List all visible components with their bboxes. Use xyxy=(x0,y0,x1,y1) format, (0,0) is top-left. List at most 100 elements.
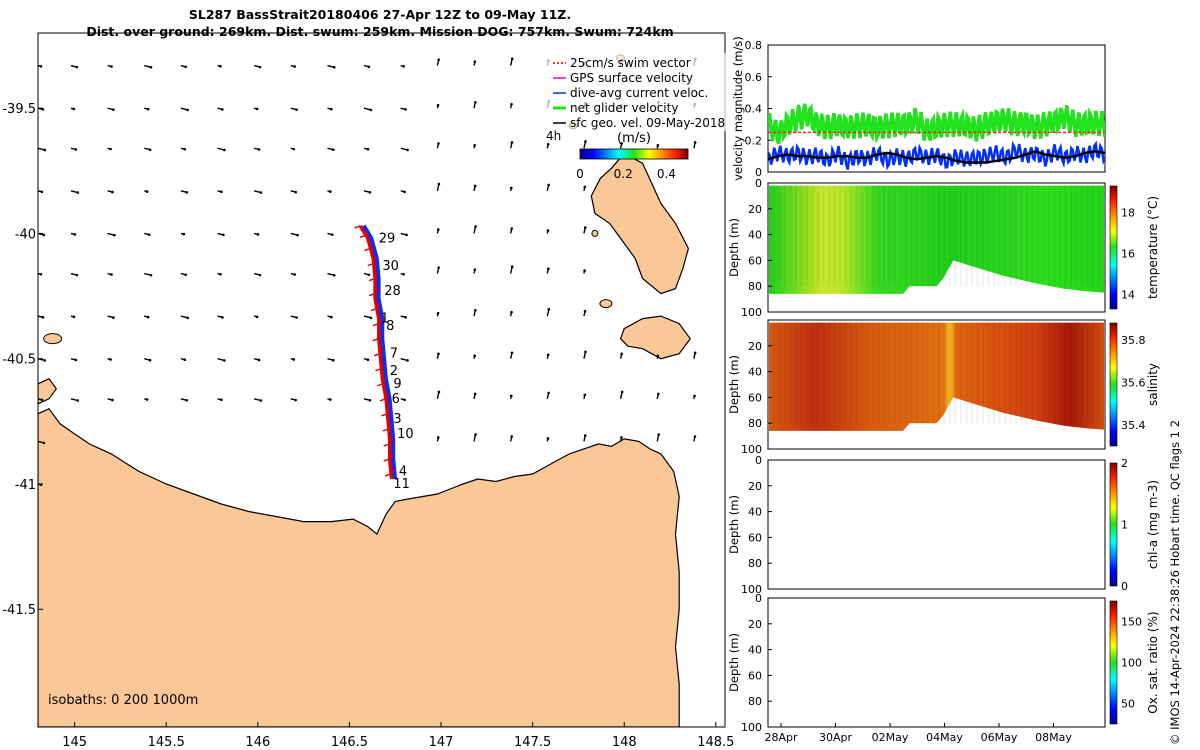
swim-vector xyxy=(386,408,392,412)
velocity-vector-head xyxy=(74,358,78,362)
y-tick-label: -40.5 xyxy=(2,353,36,368)
x-tick-label: 145.5 xyxy=(148,735,185,750)
velocity-vector-head xyxy=(72,107,76,111)
day-label: 3 xyxy=(393,412,401,427)
swim-vector xyxy=(387,433,390,437)
legend-label: net glider velocity xyxy=(570,101,678,115)
x-tick-label: 145 xyxy=(62,735,87,750)
swim-vector xyxy=(368,277,376,282)
y-tick-label: 0 xyxy=(755,177,762,190)
colorbar-tick-label: 35.8 xyxy=(1121,334,1146,347)
velocity-series-line xyxy=(768,103,1105,145)
y-tick-label: 80 xyxy=(748,557,762,570)
velocity-vector-head xyxy=(74,148,78,151)
velocity-vector-head xyxy=(474,308,477,312)
colorbar xyxy=(1109,600,1118,725)
swim-vector xyxy=(378,358,382,362)
velocity-vector-head xyxy=(473,60,477,63)
velocity-vector-head xyxy=(584,350,587,354)
y-tick-label: 80 xyxy=(748,280,762,293)
y-tick-label: 40 xyxy=(748,644,762,657)
legend-label: dive-avg current veloc. xyxy=(570,86,708,100)
swim-vector xyxy=(384,393,390,397)
velocity-vector-head xyxy=(112,108,115,111)
velocity-vector-head xyxy=(219,272,222,276)
velocity-vector-head xyxy=(436,228,440,231)
velocity-vector-head xyxy=(223,148,226,152)
velocity-vector-head xyxy=(146,315,150,319)
colorbar-label: chl-a (mg m-3) xyxy=(1146,480,1160,569)
velocity-vector-head xyxy=(474,225,477,228)
velocity-vector-head xyxy=(437,266,440,269)
velocity-vector-head xyxy=(331,233,334,236)
velocity-vector-head xyxy=(255,315,259,319)
velocity-vector-head xyxy=(332,273,336,277)
y-tick-label: 20 xyxy=(748,340,762,353)
colorbar-tick-label: 100 xyxy=(1121,657,1142,670)
y-axis-label: Depth (m) xyxy=(727,355,741,414)
velocity-vector-head xyxy=(76,399,80,402)
swim-vector xyxy=(380,363,386,367)
island xyxy=(38,377,58,405)
flinders-island xyxy=(590,152,690,295)
colorbar xyxy=(1109,185,1118,310)
x-tick-label: 28Apr xyxy=(764,731,798,744)
day-label: 9 xyxy=(393,377,401,392)
velocity-vector-head xyxy=(546,437,550,440)
velocity-vector-head xyxy=(292,147,296,151)
swim-vector xyxy=(376,313,379,316)
swim-vector xyxy=(374,287,380,292)
colorbar-tick-label: 2 xyxy=(1121,457,1128,470)
tasmania-landmass xyxy=(38,408,680,727)
velocity-vector-head xyxy=(473,268,477,271)
velocity-vector-head xyxy=(583,393,587,397)
velocity-vector-head xyxy=(255,107,259,111)
velocity-vector-head xyxy=(693,141,697,144)
x-tick-label: 04May xyxy=(926,731,963,744)
day-label: 10 xyxy=(397,427,414,442)
velocity-vector-head xyxy=(406,359,409,362)
velocity-vector-head xyxy=(583,434,587,437)
velocity-vector-head xyxy=(330,107,333,111)
map-frame xyxy=(37,32,726,728)
colorbar-tick-label: 35.4 xyxy=(1121,419,1146,432)
swim-vector xyxy=(384,473,392,477)
velocity-vector-head xyxy=(149,273,153,277)
colorbar-label: Ox. sat. ratio (%) xyxy=(1146,611,1160,713)
velocity-vector-head xyxy=(292,358,296,361)
swim-vector xyxy=(373,298,376,301)
small-island xyxy=(43,333,63,345)
velocity-vector-head xyxy=(76,191,80,194)
swim-vector xyxy=(368,242,374,247)
velocity-vector-head xyxy=(583,309,587,313)
depth-section-panel: 20 40 60 80 100 Depth (m) 35.4 35.6 35.8 salinity xyxy=(727,319,1160,456)
velocity-vector-head xyxy=(547,267,550,270)
swim-vector xyxy=(384,403,388,407)
section-frame xyxy=(767,459,1106,590)
swim-vector xyxy=(372,268,375,271)
x-tick-label: 147 xyxy=(429,735,454,750)
colorbar-label: temperature (°C) xyxy=(1146,196,1160,299)
velocity-vector-head xyxy=(72,315,76,319)
velocity-vector-head xyxy=(369,108,373,112)
y-tick-label: 0.8 xyxy=(745,39,763,52)
depth-section-panel: 0 20 40 60 80 100 Depth (m) 50 100 150 Ox. sat. ra… xyxy=(727,592,1160,744)
day-label: 29 xyxy=(379,231,396,246)
velocity-vector-head xyxy=(39,272,43,276)
velocity-vector-head xyxy=(43,359,47,362)
y-tick-label: 40 xyxy=(748,366,762,379)
swim-vector xyxy=(377,383,384,387)
velocity-vector-head xyxy=(40,190,44,194)
swim-vector xyxy=(368,292,376,297)
swim-vector xyxy=(370,307,378,312)
swim-vector xyxy=(378,333,384,337)
velocity-vector-head xyxy=(510,394,513,398)
swim-vector xyxy=(380,373,383,377)
day-label: 8 xyxy=(386,319,394,334)
day-label: 1 xyxy=(381,312,389,327)
velocity-vector-head xyxy=(184,273,188,277)
swim-vector xyxy=(375,368,382,372)
velocity-vector-head xyxy=(546,353,550,357)
swim-vector xyxy=(390,468,395,472)
